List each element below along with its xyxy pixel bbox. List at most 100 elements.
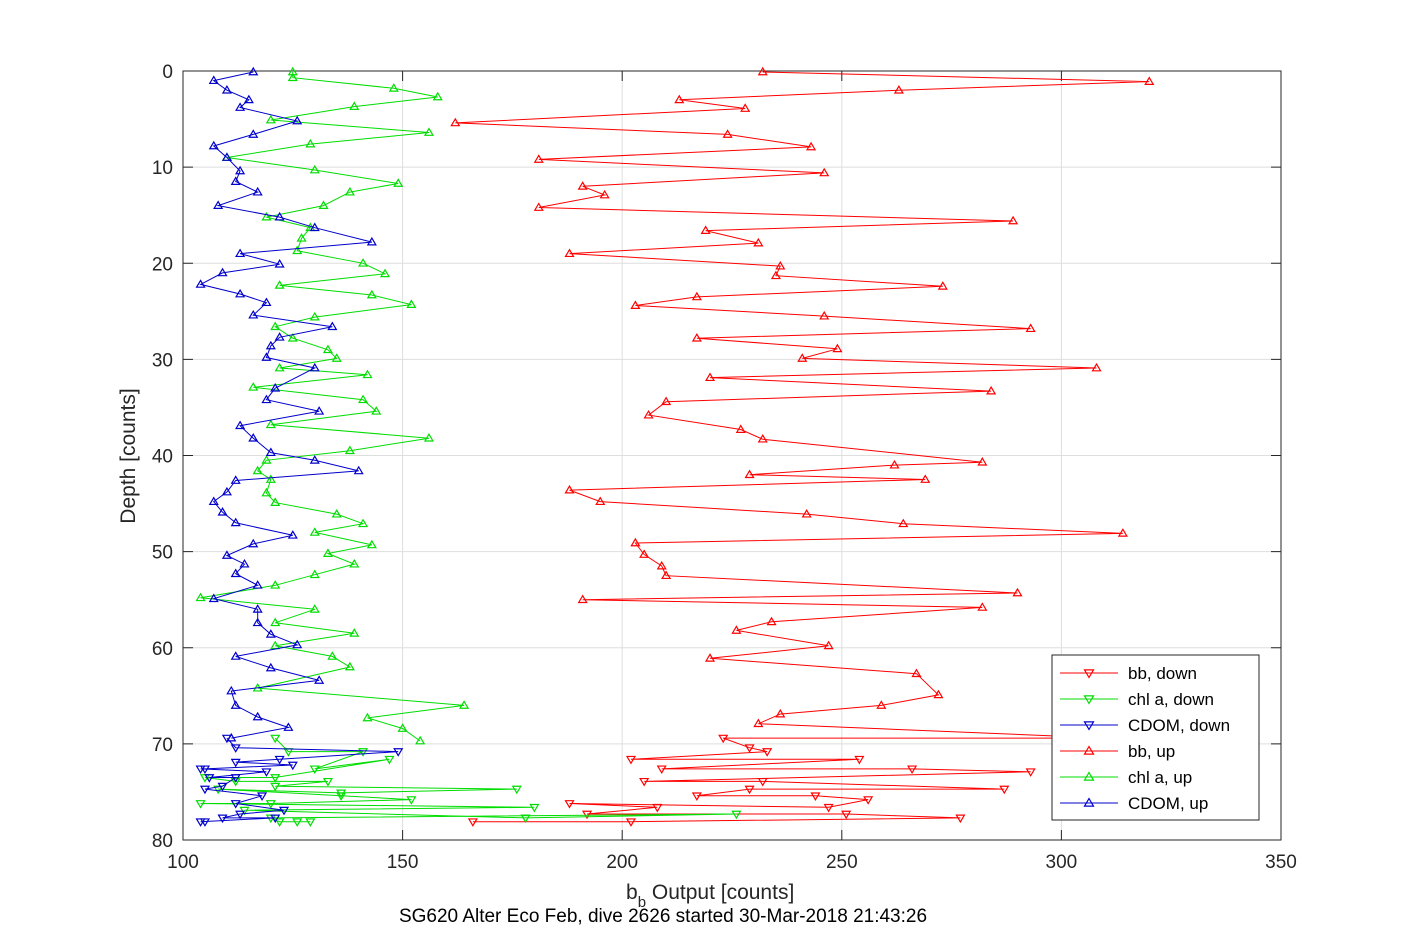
data-point — [230, 774, 241, 783]
data-point — [656, 560, 667, 570]
data-point — [221, 85, 232, 94]
data-point — [735, 424, 746, 433]
legend-label: CDOM, up — [1128, 794, 1208, 813]
data-point — [955, 814, 966, 824]
data-point — [252, 186, 263, 196]
series-cdom-down — [195, 734, 404, 827]
data-point — [252, 617, 263, 627]
data-point — [691, 291, 702, 301]
data-point — [933, 689, 944, 699]
data-point — [823, 640, 834, 650]
data-point — [274, 211, 285, 221]
data-point — [213, 785, 224, 795]
data-point — [564, 484, 575, 494]
data-point — [810, 792, 821, 801]
series-layer — [195, 66, 1155, 827]
data-point — [235, 420, 246, 430]
data-point — [986, 385, 997, 395]
data-point — [265, 800, 276, 809]
data-point — [358, 258, 369, 267]
chart-title: SG620 Alter Eco Feb, dive 2626 started 3… — [399, 906, 927, 927]
data-point — [406, 796, 417, 805]
data-point — [358, 748, 369, 757]
data-point — [195, 800, 206, 809]
data-point — [235, 165, 246, 175]
data-point — [353, 465, 364, 475]
data-point — [362, 712, 373, 722]
data-point — [217, 267, 228, 277]
data-point — [595, 496, 606, 506]
data-point — [195, 279, 206, 288]
data-point — [235, 810, 246, 820]
data-point — [322, 344, 333, 354]
data-point — [248, 129, 259, 138]
legend-label: CDOM, down — [1128, 716, 1230, 735]
data-point — [195, 818, 206, 827]
data-point — [292, 115, 303, 125]
data-point — [257, 792, 268, 801]
legend-marker — [1083, 721, 1095, 731]
x-tick-label: 250 — [826, 852, 858, 873]
data-point — [230, 517, 241, 527]
series-cdom-up — [195, 66, 377, 742]
data-point — [270, 383, 281, 392]
data-point — [661, 396, 672, 406]
data-point — [287, 72, 298, 82]
data-point — [270, 814, 281, 824]
data-point — [208, 140, 219, 150]
data-point — [230, 800, 241, 809]
data-point — [564, 800, 575, 809]
data-point — [467, 818, 478, 827]
data-point — [762, 748, 773, 757]
data-point — [226, 685, 237, 695]
data-point — [274, 280, 285, 289]
data-point — [265, 474, 276, 483]
data-point — [1012, 587, 1023, 597]
data-point — [252, 580, 263, 589]
data-point — [230, 475, 241, 484]
data-point — [766, 616, 777, 626]
data-point — [217, 814, 228, 824]
legend-box — [1051, 654, 1260, 821]
data-point — [450, 117, 461, 127]
data-point — [292, 818, 303, 827]
legend-item: CDOM, up — [1060, 794, 1208, 813]
data-point — [248, 309, 259, 319]
data-point — [744, 469, 755, 479]
data-point — [204, 774, 215, 783]
data-point — [349, 101, 360, 110]
legend-marker — [1083, 669, 1095, 679]
data-point — [876, 700, 887, 709]
legend-item: bb, up — [1060, 742, 1175, 761]
data-point — [393, 748, 404, 757]
data-point — [753, 718, 764, 728]
data-point — [577, 181, 588, 190]
data-point — [274, 362, 285, 372]
data-point — [314, 675, 325, 684]
data-point — [704, 653, 716, 662]
y-tick-label: 80 — [152, 831, 173, 852]
data-point — [823, 803, 834, 813]
data-point — [331, 353, 342, 362]
legend-marker — [1083, 695, 1095, 705]
data-point — [599, 189, 610, 199]
series-line — [472, 737, 1062, 823]
legend-marker — [1083, 745, 1095, 755]
data-point — [235, 288, 246, 298]
data-point — [221, 550, 232, 559]
data-point — [195, 592, 206, 602]
data-point — [331, 508, 342, 518]
data-point — [625, 818, 637, 827]
data-point — [384, 755, 395, 765]
data-point — [309, 164, 320, 174]
data-point — [661, 570, 672, 580]
data-point — [371, 406, 382, 415]
data-point — [344, 661, 355, 671]
data-point — [362, 369, 373, 379]
data-point — [208, 496, 219, 506]
legend-label: chl a, down — [1128, 690, 1214, 709]
data-point — [806, 141, 817, 151]
data-point — [261, 455, 272, 464]
data-point — [432, 91, 443, 101]
series-line — [200, 737, 737, 823]
